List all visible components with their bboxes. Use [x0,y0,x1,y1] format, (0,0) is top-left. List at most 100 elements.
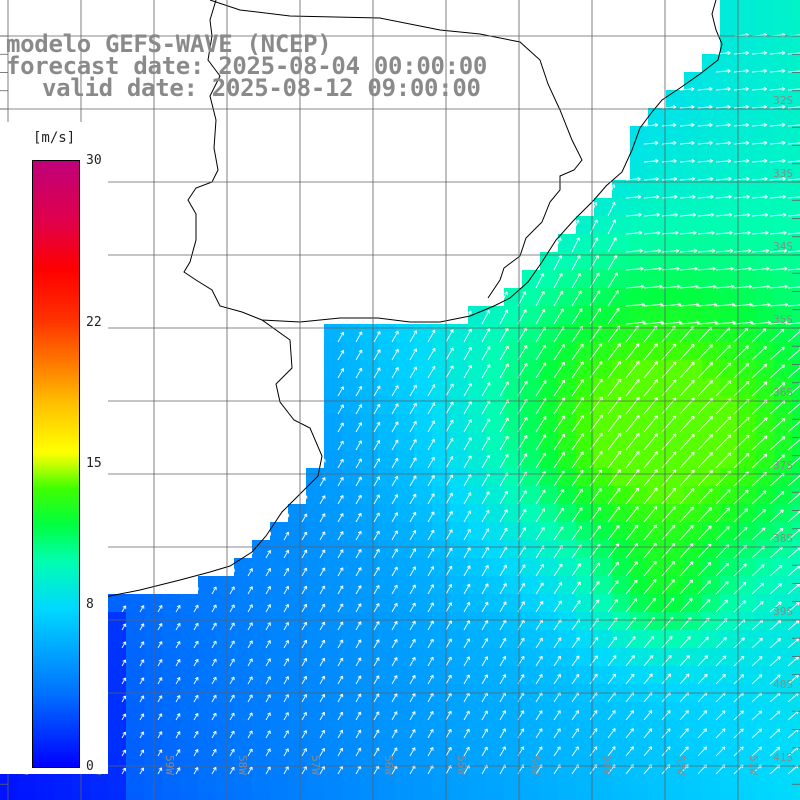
field-cell [666,306,685,325]
wind-arrow [392,313,398,324]
field-cell [738,378,757,397]
field-cell [684,774,703,793]
field-cell [666,774,685,793]
field-cell [18,792,37,800]
field-cell [774,216,793,235]
field-cell [108,792,127,800]
latitude-label: 41S [773,751,793,764]
field-cell [774,648,793,667]
field-cell [252,792,271,800]
field-cell [756,468,775,487]
field-cell [738,216,757,235]
field-cell [738,504,757,523]
field-cell [648,306,667,325]
field-cell [720,234,739,253]
field-cell [594,774,613,793]
field-cell [630,306,649,325]
field-cell [756,198,775,217]
field-cell [792,792,800,800]
valid-date: valid date: 2025-08-12 09:00:00 [42,76,481,100]
longitude-label: 55W [455,755,468,775]
field-cell [720,306,739,325]
field-cell [504,288,523,307]
field-cell [36,774,55,793]
field-cell [738,342,757,361]
field-cell [792,18,800,37]
field-cell [756,630,775,649]
field-cell [756,540,775,559]
field-cell [450,792,469,800]
field-cell [522,774,541,793]
field-cell [702,774,721,793]
field-cell [792,144,800,163]
field-cell [126,774,145,793]
field-cell [792,72,800,91]
field-cell [756,288,775,307]
field-cell [90,792,109,800]
latitude-label: 39S [773,605,793,618]
field-cell [738,0,757,19]
field-cell [756,432,775,451]
field-cell [774,792,793,800]
field-cell [684,234,703,253]
field-cell [666,108,685,127]
field-cell [738,468,757,487]
field-cell [774,558,793,577]
longitude-label: 59W [163,755,176,775]
wind-arrow [140,588,144,594]
wind-arrow [176,587,180,594]
latitude-label: 38S [773,532,793,545]
field-cell [162,792,181,800]
field-cell [684,90,703,109]
field-cell [792,162,800,181]
field-cell [540,774,559,793]
longitude-label: 52W [674,755,687,775]
field-cell [756,576,775,595]
field-cell [666,270,685,289]
field-cell [756,414,775,433]
colorbar [32,160,80,768]
field-cell [648,108,667,127]
field-cell [432,792,451,800]
field-cell [792,126,800,145]
field-cell [702,72,721,91]
field-cell [684,306,703,325]
colorbar-tick-label: 8 [86,598,94,611]
field-cell [90,774,109,793]
field-cell [54,774,73,793]
field-cell [180,792,199,800]
field-cell [774,342,793,361]
field-cell [774,486,793,505]
field-cell [396,792,415,800]
field-cell [198,792,217,800]
field-cell [738,360,757,379]
field-cell [738,396,757,415]
field-cell [234,774,253,793]
field-cell [342,792,361,800]
field-cell [702,234,721,253]
field-cell [702,792,721,800]
field-cell [414,792,433,800]
field-cell [792,180,800,199]
field-cell [756,396,775,415]
field-cell [594,198,613,217]
field-cell [504,792,523,800]
field-cell [108,774,127,793]
wind-arrow [374,313,380,324]
field-cell [720,18,739,37]
field-cell [774,198,793,217]
field-cell [666,216,685,235]
field-cell [720,792,739,800]
field-cell [630,792,649,800]
field-cell [144,774,163,793]
field-cell [648,288,667,307]
field-cell [738,270,757,289]
field-cell [666,126,685,145]
field-cell [360,792,379,800]
field-cell [342,774,361,793]
wind-arrow [194,587,198,594]
field-cell [774,774,793,793]
field-cell [756,234,775,253]
